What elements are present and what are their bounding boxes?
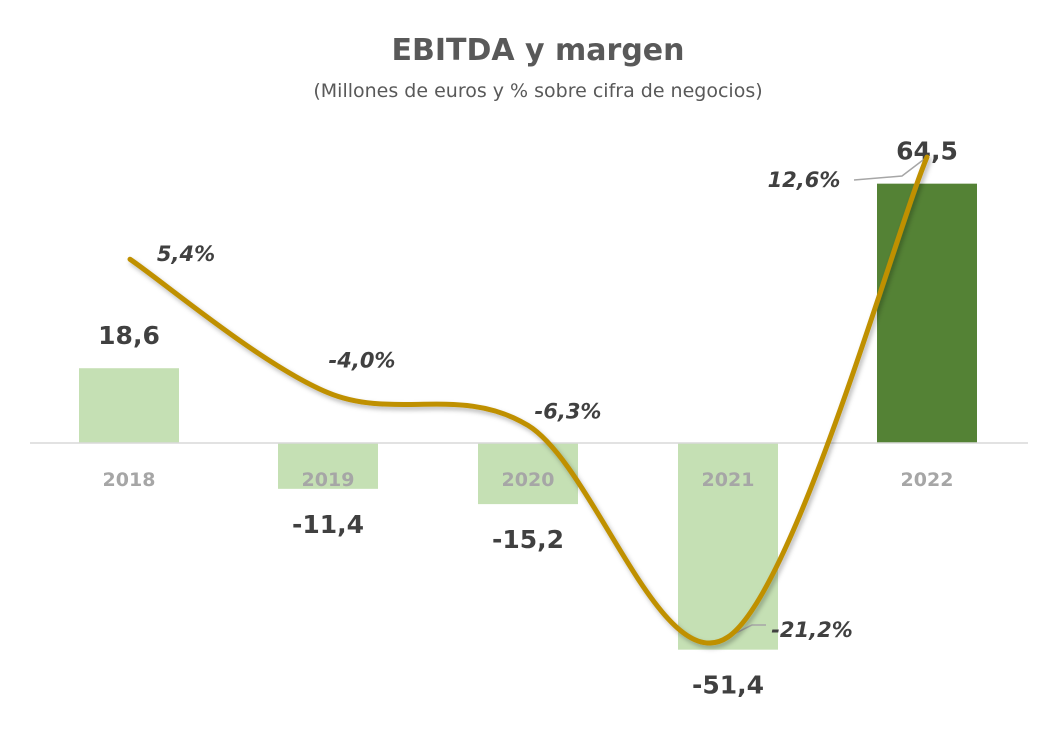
- margin-label-2021: -21,2%: [771, 618, 853, 642]
- bar-value-label-2018: 18,6: [98, 321, 160, 350]
- tick-label-2019: 2019: [302, 469, 355, 491]
- margin-label-2022: 12,6%: [768, 168, 841, 192]
- bar-value-label-2019: -11,4: [292, 510, 364, 539]
- bar-2020: [478, 443, 578, 505]
- chart-title: EBITDA y margen: [391, 33, 684, 68]
- margin-label-2020: -6,3%: [535, 399, 602, 423]
- tick-label-2021: 2021: [702, 469, 755, 491]
- bar-value-labels: 18,6-11,4-15,2-51,464,5: [98, 137, 958, 700]
- tick-label-2020: 2020: [502, 469, 555, 491]
- margin-label-2018: 5,4%: [157, 242, 215, 266]
- x-axis-ticks: 2018 2019 2020 2021 2022: [103, 469, 954, 491]
- margin-label-2019: -4,0%: [329, 349, 396, 373]
- margin-line: [127, 154, 930, 646]
- tick-label-2022: 2022: [901, 469, 954, 491]
- bar-value-label-2020: -15,2: [492, 525, 564, 554]
- margin-labels: 5,4% -4,0% -6,3% -21,2% 12,6%: [157, 168, 853, 642]
- leader-line-2022: [853, 156, 928, 181]
- chart-subtitle: (Millones de euros y % sobre cifra de ne…: [313, 80, 762, 102]
- bar-value-label-2021: -51,4: [692, 671, 764, 700]
- bar-series: [79, 183, 977, 650]
- tick-label-2018: 2018: [103, 469, 156, 491]
- bar-2021: [678, 443, 778, 650]
- bar-2022: [877, 183, 977, 443]
- bar-2018: [79, 368, 179, 443]
- bar-2019: [278, 443, 378, 489]
